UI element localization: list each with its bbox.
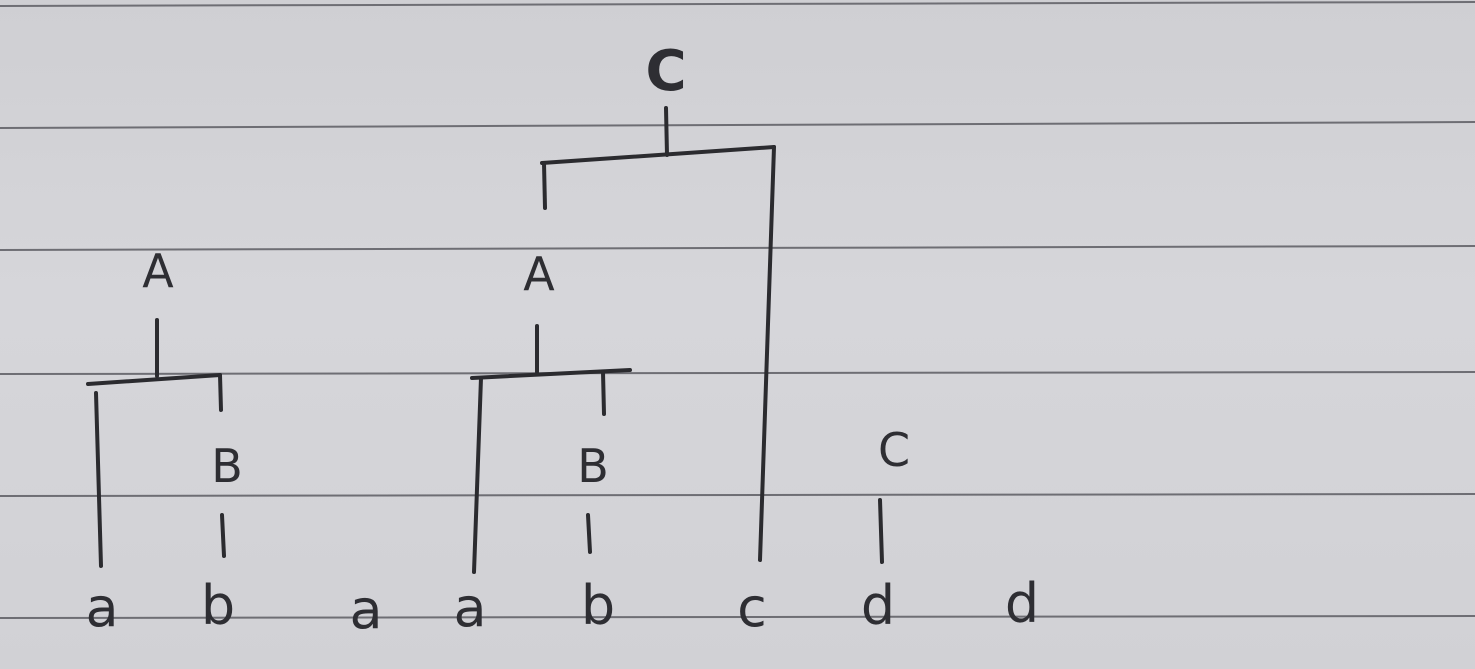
tree1-branch-bar [86,373,222,386]
tree2-b-label: B [577,439,609,493]
leaf-7: d [861,574,895,637]
tree-1 [86,318,226,568]
leaf-2: b [201,574,235,637]
leaf-5: b [581,574,615,637]
leaf-4: a [453,576,486,639]
tree2-right-branch-to-c [758,145,776,562]
ruled-lines [0,1,1475,619]
tree3-c-stem [878,498,884,564]
tree2-a-label: A [523,247,555,301]
tree1-b-stem [220,513,226,558]
tree-3 [878,498,884,564]
tree-2 [470,106,776,574]
tree1-b-label: B [211,439,243,493]
tree1-root-label: A [142,244,174,298]
tree1-right-branch [218,373,223,412]
tree2-root-label: C [645,39,686,104]
tree3-c-label: C [878,423,910,477]
tree2-top-bar [540,145,776,165]
leaf-3: a [349,578,382,641]
tree2-left-top-branch [542,161,547,210]
leaf-6: c [737,576,767,639]
tree2-inner-left-branch [472,376,483,574]
leaf-1: a [85,576,118,639]
leaf-8: d [1005,572,1039,635]
tree2-inner-right-tick [601,370,606,416]
tree1-left-branch [94,391,103,568]
tree2-b-stem [586,513,592,554]
tree2-root-stem [664,106,669,157]
